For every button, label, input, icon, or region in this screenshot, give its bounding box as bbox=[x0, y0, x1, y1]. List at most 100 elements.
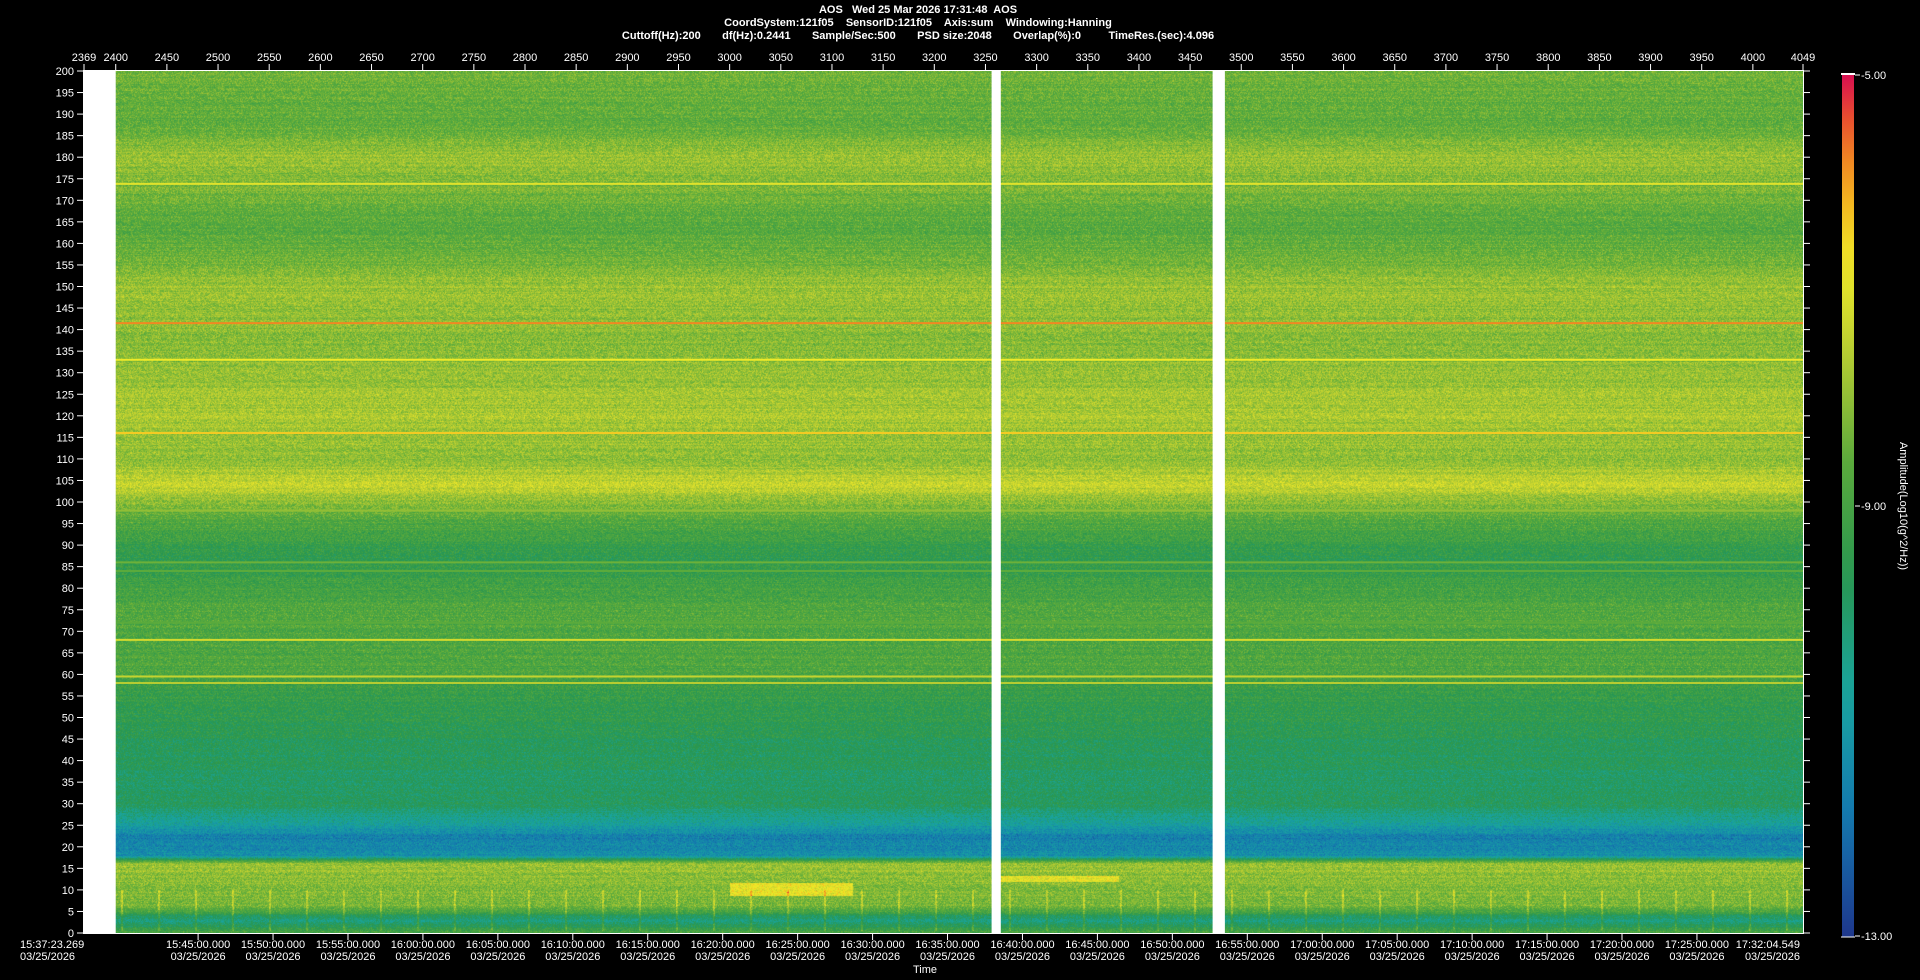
y-axis-tick-label: 115 bbox=[56, 432, 74, 444]
top-axis-tick-label: 3700 bbox=[1434, 52, 1458, 64]
y-axis-tick-label: 25 bbox=[62, 820, 74, 832]
time-axis-tick-label: 16:45:00.000 bbox=[1065, 939, 1129, 951]
y-axis-tick-label: 50 bbox=[62, 713, 74, 725]
time-axis-tick-label: 16:10:00.000 bbox=[541, 939, 605, 951]
y-axis-tick-label: 120 bbox=[56, 411, 74, 423]
top-axis-tick-label: 3450 bbox=[1178, 52, 1202, 64]
y-axis-tick-label: 30 bbox=[62, 799, 74, 811]
time-axis-date-label: 03/25/2026 bbox=[246, 951, 301, 963]
time-axis-date-label: 03/25/2026 bbox=[1220, 951, 1275, 963]
y-axis-tick-label: 20 bbox=[62, 842, 74, 854]
y-axis-tick-label: 180 bbox=[56, 152, 74, 164]
time-axis-date-label: 03/25/2026 bbox=[620, 951, 675, 963]
top-axis-tick-label: 3300 bbox=[1024, 52, 1048, 64]
top-axis-tick-label: 3200 bbox=[922, 52, 946, 64]
top-axis-tick-label: 2800 bbox=[513, 52, 537, 64]
time-axis-start-label: 15:37:23.269 bbox=[20, 939, 84, 951]
time-axis-date-label: 03/25/2026 bbox=[395, 951, 450, 963]
top-axis-tick-label: 3850 bbox=[1587, 52, 1611, 64]
data-gap-band bbox=[84, 71, 116, 933]
top-axis-tick-label: 3000 bbox=[717, 52, 741, 64]
time-axis-date-label: 03/25/2026 bbox=[995, 951, 1050, 963]
time-axis-tick-label: 16:55:00.000 bbox=[1215, 939, 1279, 951]
top-axis-tick-label: 3500 bbox=[1229, 52, 1253, 64]
time-axis-tick-label: 15:55:00.000 bbox=[316, 939, 380, 951]
time-axis-date-label: 03/25/2026 bbox=[1295, 951, 1350, 963]
top-axis-tick-label: 3400 bbox=[1127, 52, 1151, 64]
time-axis-date-label: 03/25/2026 bbox=[1070, 951, 1125, 963]
top-axis-tick-label: 3900 bbox=[1638, 52, 1662, 64]
data-gap-band bbox=[1212, 71, 1225, 933]
y-axis-tick-label: 35 bbox=[62, 777, 74, 789]
y-axis-tick-label: 175 bbox=[56, 174, 74, 186]
time-axis-date-label: 03/25/2026 bbox=[545, 951, 600, 963]
time-axis-tick-label: 17:15:00.000 bbox=[1515, 939, 1579, 951]
y-axis-tick-label: 195 bbox=[56, 88, 74, 100]
y-axis-tick-label: 65 bbox=[62, 648, 74, 660]
top-right-divider bbox=[1836, 0, 1920, 2]
time-axis-tick-label: 16:00:00.000 bbox=[391, 939, 455, 951]
chart-header-sensor-info: CoordSystem:121f05 SensorID:121f05 Axis:… bbox=[724, 17, 1112, 29]
time-axis-tick-label: 16:40:00.000 bbox=[990, 939, 1054, 951]
time-axis-date-label: 03/25/2026 bbox=[320, 951, 375, 963]
time-axis-date-label: 03/25/2026 bbox=[1594, 951, 1649, 963]
colorbar-tick-label: -9.00 bbox=[1861, 501, 1886, 513]
y-axis-tick-label: 90 bbox=[62, 540, 74, 552]
top-axis-tick-label: 2600 bbox=[308, 52, 332, 64]
top-axis-tick-label: 3350 bbox=[1076, 52, 1100, 64]
y-axis-tick-label: 15 bbox=[62, 863, 74, 875]
y-axis-tick-label: 185 bbox=[56, 131, 74, 143]
top-axis-tick-label: 3600 bbox=[1331, 52, 1355, 64]
y-axis-tick-label: 155 bbox=[56, 260, 74, 272]
time-axis-tick-label: 16:15:00.000 bbox=[616, 939, 680, 951]
y-axis-tick-label: 10 bbox=[62, 885, 74, 897]
time-axis-tick-label: 16:50:00.000 bbox=[1140, 939, 1204, 951]
top-axis-tick-label: 3050 bbox=[769, 52, 793, 64]
top-axis-tick-label: 3800 bbox=[1536, 52, 1560, 64]
top-axis-tick-label: 2500 bbox=[206, 52, 230, 64]
time-axis-tick-label: 16:20:00.000 bbox=[691, 939, 755, 951]
top-axis-tick-label: 2700 bbox=[410, 52, 434, 64]
y-axis-tick-label: 75 bbox=[62, 605, 74, 617]
top-axis-tick-label: 4049 bbox=[1791, 52, 1815, 64]
time-axis-date-label: 03/25/2026 bbox=[770, 951, 825, 963]
y-axis-tick-label: 80 bbox=[62, 583, 74, 595]
top-axis-tick-label: 3950 bbox=[1689, 52, 1713, 64]
y-axis-tick-label: 0 bbox=[68, 928, 74, 940]
time-axis-tick-label: 15:50:00.000 bbox=[241, 939, 305, 951]
time-axis-tick-label: 17:25:00.000 bbox=[1665, 939, 1729, 951]
top-axis-tick-label: 2400 bbox=[103, 52, 127, 64]
y-axis-tick-label: 145 bbox=[56, 303, 74, 315]
time-axis-end-label: 17:32:04.549 bbox=[1736, 939, 1800, 951]
y-axis-tick-label: 40 bbox=[62, 756, 74, 768]
top-axis-tick-label: 3250 bbox=[973, 52, 997, 64]
time-axis-start-date: 03/25/2026 bbox=[20, 951, 75, 963]
time-axis-date-label: 03/25/2026 bbox=[695, 951, 750, 963]
time-axis-tick-label: 16:05:00.000 bbox=[466, 939, 530, 951]
time-axis-tick-label: 17:00:00.000 bbox=[1290, 939, 1354, 951]
top-axis-tick-label: 3550 bbox=[1280, 52, 1304, 64]
y-axis-tick-label: 85 bbox=[62, 562, 74, 574]
time-axis-date-label: 03/25/2026 bbox=[1445, 951, 1500, 963]
time-axis-date-label: 03/25/2026 bbox=[171, 951, 226, 963]
top-axis-tick-label: 3650 bbox=[1382, 52, 1406, 64]
time-axis-date-label: 03/25/2026 bbox=[1669, 951, 1724, 963]
plot-frame bbox=[83, 70, 1804, 934]
time-axis-label: Time bbox=[913, 964, 937, 976]
top-axis-tick-label: 2750 bbox=[462, 52, 486, 64]
time-axis-date-label: 03/25/2026 bbox=[470, 951, 525, 963]
y-axis-tick-label: 45 bbox=[62, 734, 74, 746]
y-axis-tick-label: 5 bbox=[68, 906, 74, 918]
top-axis-tick-label: 2650 bbox=[359, 52, 383, 64]
time-axis-tick-label: 17:10:00.000 bbox=[1440, 939, 1504, 951]
y-axis-tick-label: 190 bbox=[56, 109, 74, 121]
y-axis-tick-label: 110 bbox=[56, 454, 74, 466]
time-axis-tick-label: 16:25:00.000 bbox=[766, 939, 830, 951]
colorbar bbox=[1842, 75, 1854, 937]
time-axis-tick-label: 17:20:00.000 bbox=[1590, 939, 1654, 951]
y-axis-tick-label: 125 bbox=[56, 389, 74, 401]
y-axis-tick-label: 165 bbox=[56, 217, 74, 229]
y-axis-tick-label: 140 bbox=[56, 325, 74, 337]
y-axis-tick-label: 150 bbox=[56, 282, 74, 294]
